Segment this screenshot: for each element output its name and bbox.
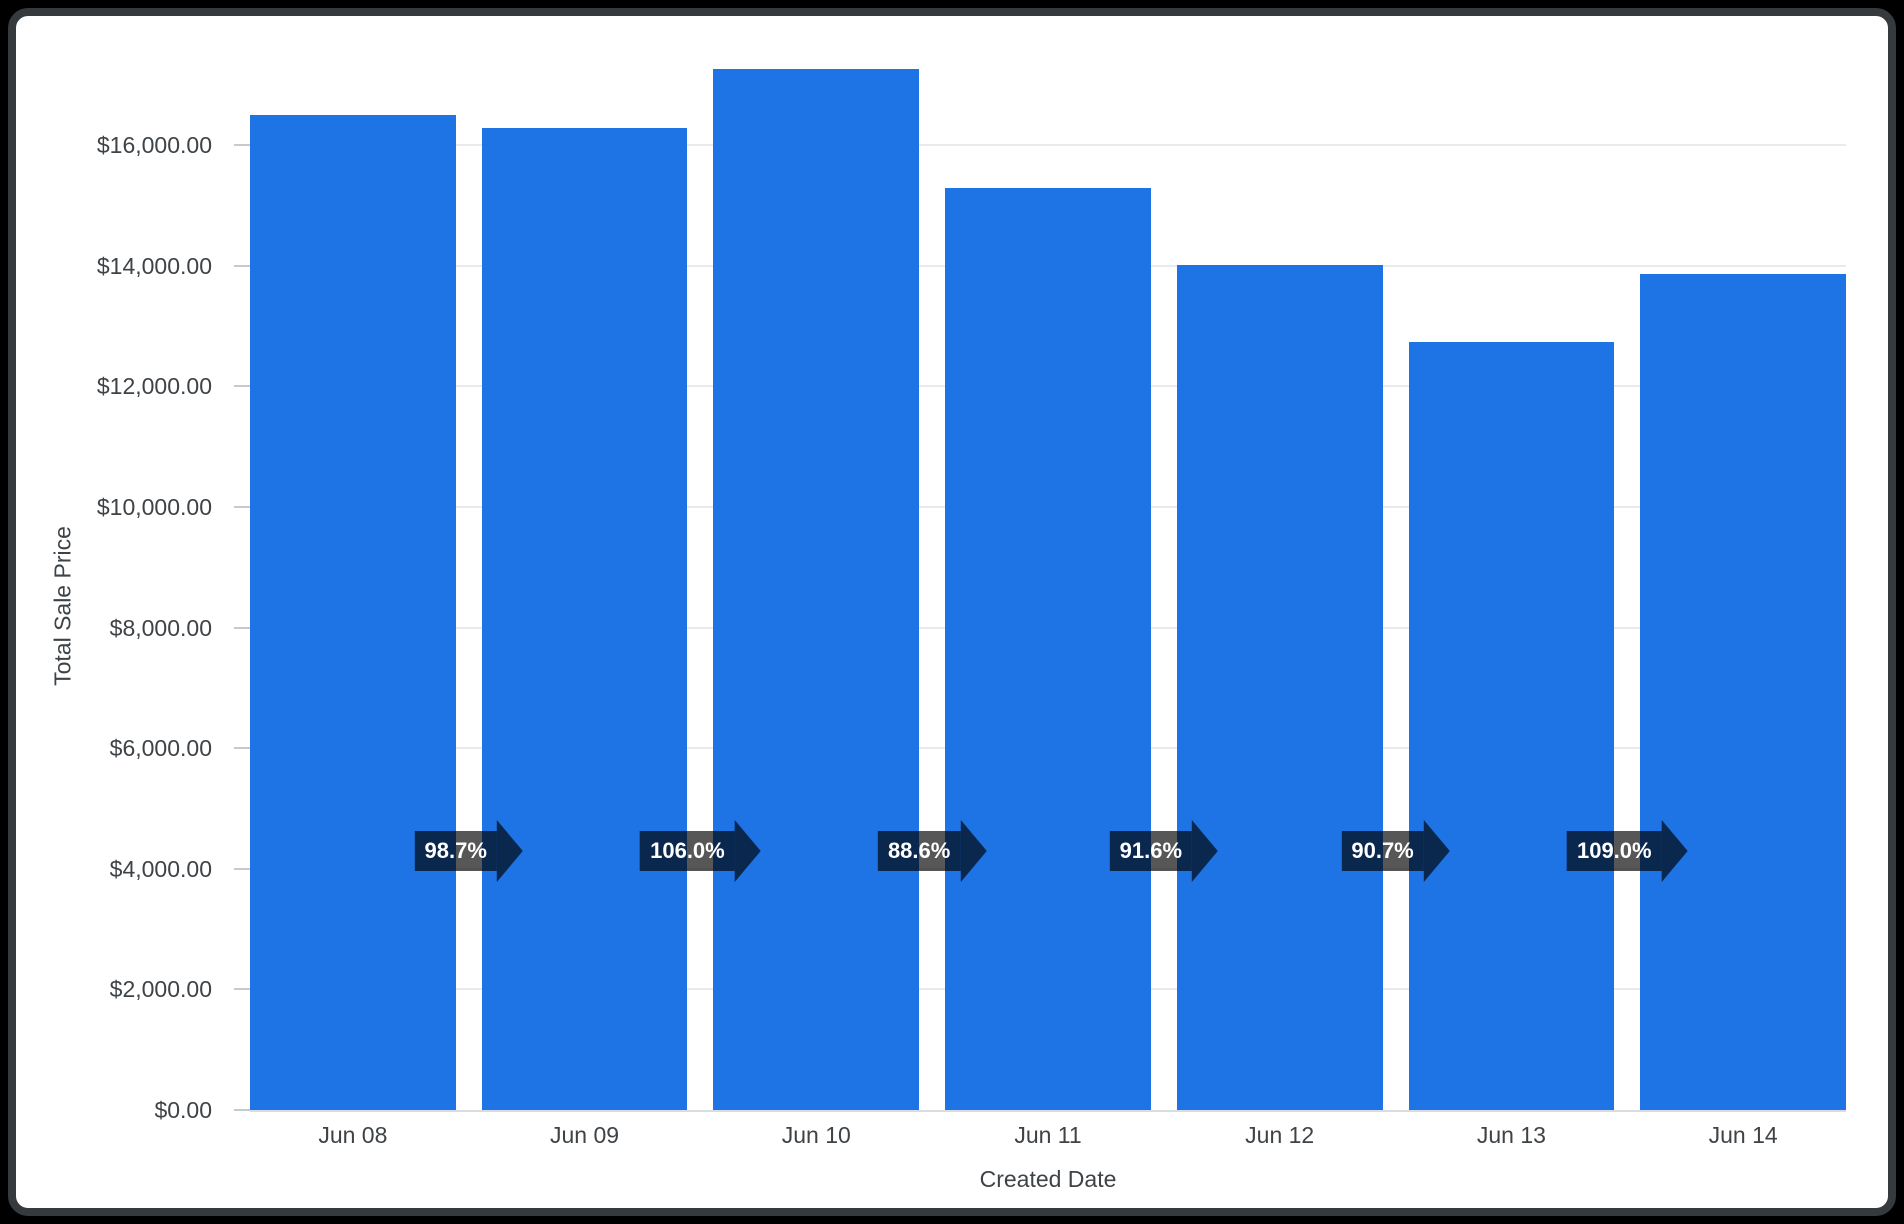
y-axis-tick [234,505,250,508]
y-axis-label: $8,000.00 [109,614,212,641]
bar[interactable] [1176,265,1383,1110]
x-axis-label: Jun 13 [1476,1122,1546,1148]
growth-badge-value: 109.0% [1566,831,1662,871]
y-axis-tick [234,144,250,146]
bar[interactable] [945,187,1151,1110]
y-axis-label: $10,000.00 [96,493,212,520]
chart-card: Total Sale Price Created Date $0.00 $2,00… [8,8,1896,1216]
bar-chart: Total Sale Price Created Date $0.00 $2,00… [16,16,1888,1208]
bar[interactable] [713,68,920,1110]
y-axis-tick [234,385,250,388]
x-axis-label: Jun 09 [550,1122,620,1148]
x-axis-label: Jun 08 [318,1122,388,1148]
arrow-right-icon [960,820,987,882]
y-axis-tick [234,264,250,267]
x-axis-line [250,1110,1846,1112]
x-axis-label: Jun 14 [1708,1122,1778,1148]
arrow-right-icon [1661,820,1688,882]
y-axis-label: $16,000.00 [96,132,212,158]
y-axis-label: $0.00 [154,1097,212,1123]
y-axis-label: $4,000.00 [109,855,212,882]
arrow-right-icon [734,820,761,882]
growth-badge-value: 90.7% [1341,831,1424,871]
x-axis-title: Created Date [979,1166,1117,1192]
growth-badge: 106.0% [640,820,761,882]
y-axis-label: $2,000.00 [109,976,212,1003]
growth-badge-value: 98.7% [414,831,497,871]
growth-badge: 98.7% [414,820,523,882]
y-axis-tick [234,867,250,870]
y-axis-tick [234,988,250,991]
growth-badge-value: 106.0% [640,831,735,871]
y-axis-title: Total Sale Price [49,526,76,686]
y-axis-label: $12,000.00 [96,373,212,400]
arrow-right-icon [1423,820,1450,882]
bar[interactable] [1640,274,1846,1110]
x-axis-label: Jun 11 [1014,1122,1082,1148]
bar[interactable] [481,127,688,1110]
arrow-right-icon [1192,820,1219,882]
growth-badge: 90.7% [1341,820,1450,882]
bar[interactable] [1408,342,1615,1110]
growth-badge: 88.6% [877,820,987,882]
y-axis-tick [234,747,250,750]
y-axis-tick [234,626,250,629]
growth-badge: 109.0% [1566,820,1688,882]
growth-badge: 91.6% [1109,820,1219,882]
y-axis-tick [234,1109,250,1111]
arrow-right-icon [496,820,523,882]
growth-badge-value: 88.6% [877,831,961,871]
gridline [250,144,1846,146]
x-axis-label: Jun 12 [1245,1122,1315,1148]
growth-badge-value: 91.6% [1109,831,1193,871]
y-axis-label: $6,000.00 [109,735,212,762]
y-axis-label: $14,000.00 [96,252,212,279]
bar[interactable] [250,114,456,1110]
x-axis-label: Jun 10 [781,1122,851,1148]
